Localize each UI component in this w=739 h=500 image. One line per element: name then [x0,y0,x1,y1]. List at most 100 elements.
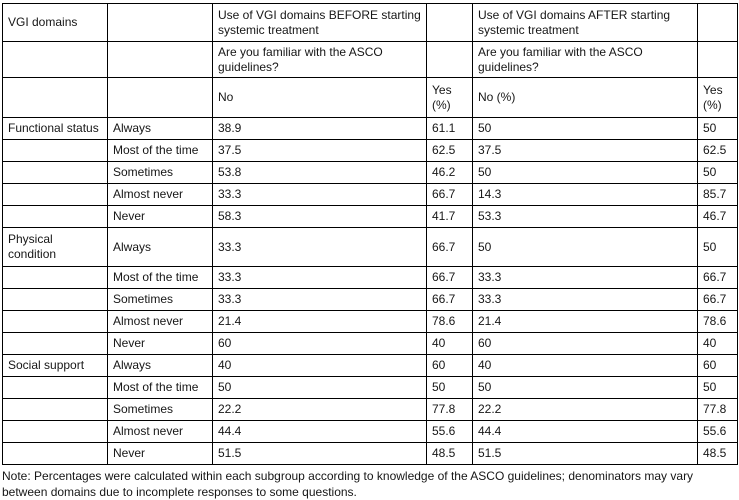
after-yes-cell: 48.5 [697,442,738,465]
before-no-header-cell: No [212,77,427,118]
before-no-cell: 58.3 [212,205,427,228]
frequency-cell: Sometimes [107,161,213,184]
vgi-domains-header-cell: VGI domains [2,3,108,42]
empty-header-cell [697,3,738,42]
domain-cell [2,310,108,333]
domain-cell [2,161,108,184]
frequency-cell: Always [107,117,213,140]
frequency-cell: Always [107,227,213,267]
after-yes-cell: 50 [697,117,738,140]
after-no-cell: 53.3 [472,205,698,228]
after-yes-cell: 77.8 [697,398,738,421]
before-yes-cell: 62.5 [426,139,473,162]
after-yes-cell: 50 [697,376,738,399]
frequency-cell: Most of the time [107,376,213,399]
frequency-cell: Most of the time [107,139,213,162]
after-no-cell: 14.3 [472,183,698,206]
domain-cell [2,205,108,228]
header-row-titles: VGI domains Use of VGI domains BEFORE st… [2,3,738,42]
after-yes-cell: 55.6 [697,420,738,443]
domain-cell [2,332,108,355]
before-yes-header-cell: Yes (%) [426,77,473,118]
before-no-cell: 53.8 [212,161,427,184]
table-row: Sometimes 33.3 66.7 33.3 66.7 [2,288,738,311]
table-footnote: Note: Percentages were calculated within… [2,469,694,499]
frequency-cell: Always [107,354,213,377]
after-no-cell: 60 [472,332,698,355]
after-yes-cell: 78.6 [697,310,738,333]
table-row: Almost never 33.3 66.7 14.3 85.7 [2,183,738,206]
empty-header-cell [697,41,738,78]
before-no-cell: 40 [212,354,427,377]
before-no-cell: 22.2 [212,398,427,421]
after-no-cell: 44.4 [472,420,698,443]
frequency-cell: Sometimes [107,398,213,421]
table-row: Sometimes 53.8 46.2 50 50 [2,161,738,184]
before-no-cell: 38.9 [212,117,427,140]
before-no-cell: 33.3 [212,227,427,267]
empty-header-cell [107,41,213,78]
after-question-cell: Are you familiar with the ASCO guideline… [472,41,698,78]
after-yes-cell: 50 [697,161,738,184]
table-row: Social support Always 40 60 40 60 [2,354,738,377]
before-yes-cell: 77.8 [426,398,473,421]
frequency-cell: Never [107,442,213,465]
before-no-cell: 37.5 [212,139,427,162]
domain-cell [2,376,108,399]
after-yes-cell: 40 [697,332,738,355]
after-yes-cell: 60 [697,354,738,377]
empty-header-cell [2,77,108,118]
before-yes-cell: 46.2 [426,161,473,184]
domain-cell [2,398,108,421]
domain-cell: Functional status [2,117,108,140]
before-no-cell: 50 [212,376,427,399]
table-row: Never 60 40 60 40 [2,332,738,355]
after-yes-cell: 85.7 [697,183,738,206]
vgi-domains-table: VGI domains Use of VGI domains BEFORE st… [2,3,738,465]
domain-cell [2,266,108,289]
frequency-cell: Almost never [107,310,213,333]
header-row-yes-no: No Yes (%) No (%) Yes (%) [2,77,738,118]
after-no-cell: 37.5 [472,139,698,162]
before-no-cell: 60 [212,332,427,355]
before-no-cell: 21.4 [212,310,427,333]
before-yes-cell: 55.6 [426,420,473,443]
before-yes-cell: 66.7 [426,266,473,289]
table-row: Most of the time 50 50 50 50 [2,376,738,399]
after-no-cell: 51.5 [472,442,698,465]
after-no-cell: 50 [472,376,698,399]
before-yes-cell: 50 [426,376,473,399]
after-yes-cell: 62.5 [697,139,738,162]
before-yes-cell: 60 [426,354,473,377]
domain-cell: Physical condition [2,227,108,267]
before-yes-cell: 40 [426,332,473,355]
after-yes-cell: 66.7 [697,266,738,289]
after-title-cell: Use of VGI domains AFTER starting system… [472,3,698,42]
after-no-cell: 33.3 [472,266,698,289]
domain-cell [2,139,108,162]
table-row: Almost never 44.4 55.6 44.4 55.6 [2,420,738,443]
domain-cell: Social support [2,354,108,377]
after-no-cell: 50 [472,161,698,184]
frequency-cell: Never [107,205,213,228]
frequency-cell: Almost never [107,420,213,443]
before-yes-cell: 66.7 [426,288,473,311]
before-yes-cell: 66.7 [426,183,473,206]
table-row: Most of the time 33.3 66.7 33.3 66.7 [2,266,738,289]
after-no-cell: 50 [472,117,698,140]
before-no-cell: 44.4 [212,420,427,443]
table-row: Physical condition Always 33.3 66.7 50 5… [2,227,738,267]
after-no-cell: 33.3 [472,288,698,311]
header-row-question: Are you familiar with the ASCO guideline… [2,41,738,78]
table-row: Functional status Always 38.9 61.1 50 50 [2,117,738,140]
empty-header-cell [2,41,108,78]
before-yes-cell: 78.6 [426,310,473,333]
after-no-cell: 40 [472,354,698,377]
before-no-cell: 33.3 [212,288,427,311]
empty-header-cell [426,3,473,42]
domain-cell [2,183,108,206]
domain-cell [2,288,108,311]
before-yes-cell: 48.5 [426,442,473,465]
after-yes-cell: 46.7 [697,205,738,228]
